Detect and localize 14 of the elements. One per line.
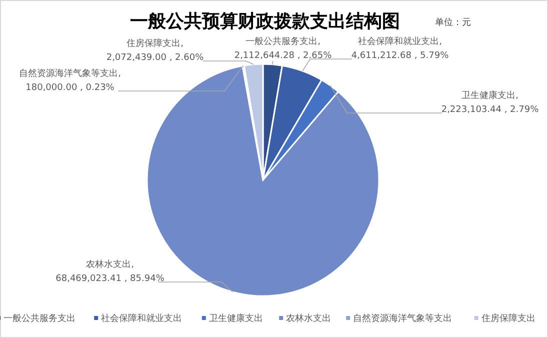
legend-label: 农林水支出 [286,313,332,324]
legend-label: 自然资源海洋气象等支出 [353,313,452,324]
data-label: 住房保障支出, 2,072,439.00 , 2.60% [106,38,204,63]
legend-label: 住房保障支出 [481,313,536,324]
data-label: 一般公共服务支出, 2,112,644.28 , 2.65% [234,36,332,61]
data-label: 自然资源海洋气象等支出, 180,000.00 , 0.23% [19,68,121,93]
chart-title: 一般公共预算财政拨款支出结构图 [130,11,400,32]
legend-label: 社会保障和就业支出 [101,313,182,324]
data-label: 卫生健康支出, 2,223,103.44 , 2.79% [441,90,540,115]
legend-label: 卫生健康支出 [208,313,263,324]
legend-label: 一般公共服务支出 [4,313,76,324]
data-label: 农林水支出, 68,469,023.41 , 85.94% [56,259,165,284]
text: 单位：元 [435,17,471,28]
data-label: 社会保障和就业支出, 4,611,212.68 , 5.79% [351,36,450,61]
